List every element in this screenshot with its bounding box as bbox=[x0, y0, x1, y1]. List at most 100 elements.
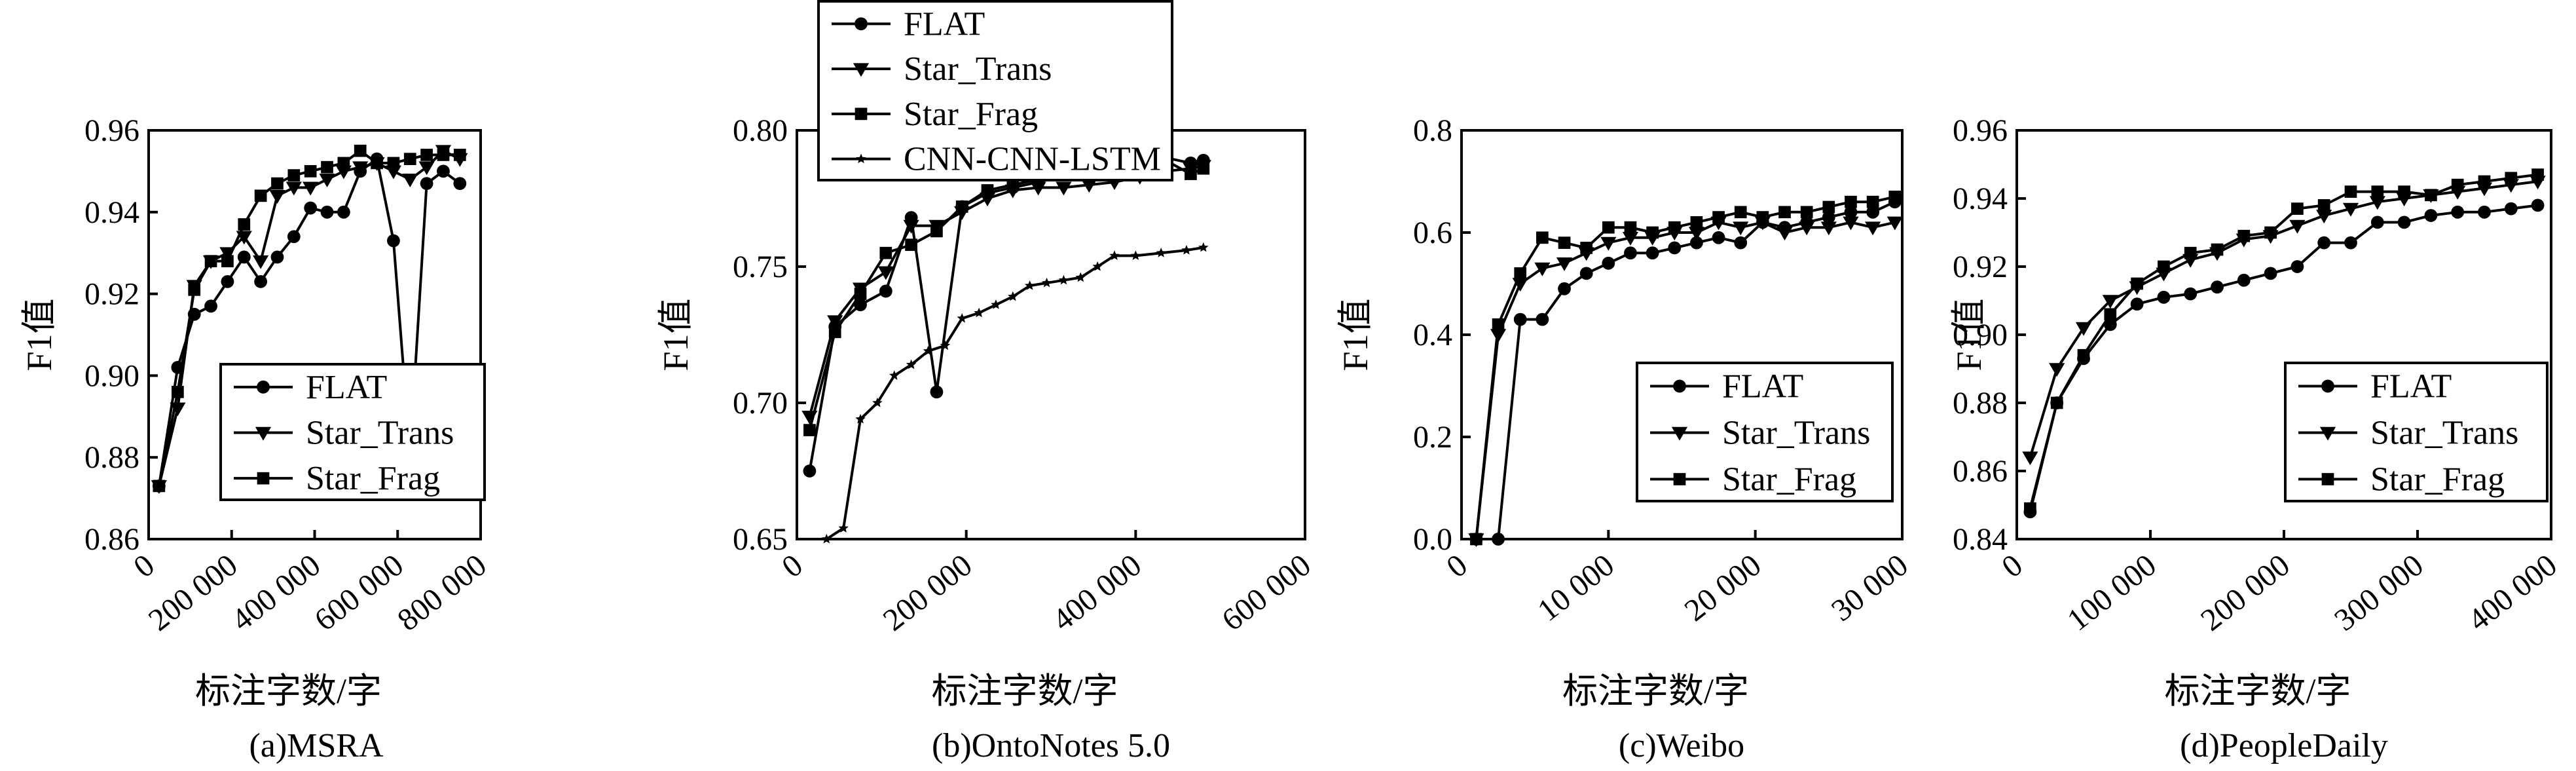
legend-label: Star_Trans bbox=[306, 415, 454, 452]
data-point bbox=[803, 464, 817, 478]
data-point bbox=[1056, 181, 1072, 196]
x-tick-label: 200 000 bbox=[877, 548, 979, 638]
data-point bbox=[957, 312, 967, 323]
legend: FLAT Star_Trans Star_Frag bbox=[1636, 362, 1894, 502]
data-point bbox=[2237, 229, 2251, 242]
x-tick-label: 10 000 bbox=[1531, 548, 1621, 628]
data-point bbox=[2344, 185, 2357, 198]
data-point bbox=[1668, 221, 1681, 234]
legend: FLAT Star_Trans Star_Frag CNN-CNN-LSTM bbox=[817, 0, 1173, 181]
data-point bbox=[2158, 260, 2170, 273]
data-point bbox=[1646, 226, 1659, 239]
data-point bbox=[2184, 287, 2198, 301]
data-point bbox=[2104, 308, 2117, 321]
data-point bbox=[320, 205, 334, 219]
data-point bbox=[838, 523, 849, 533]
data-point bbox=[1075, 272, 1086, 282]
x-tick-label: 20 000 bbox=[1678, 548, 1768, 628]
legend-label: Star_Trans bbox=[904, 50, 1052, 88]
series-line bbox=[808, 159, 1204, 431]
x-axis-label: 标注字数/字 bbox=[1562, 671, 1749, 711]
data-point bbox=[285, 181, 302, 196]
data-point bbox=[371, 157, 383, 170]
data-point bbox=[453, 149, 466, 161]
data-point bbox=[2317, 199, 2330, 212]
data-point bbox=[2316, 210, 2332, 224]
data-point bbox=[1734, 236, 1748, 250]
data-point bbox=[2370, 216, 2384, 229]
legend-marker bbox=[257, 380, 270, 394]
data-point bbox=[2425, 189, 2437, 202]
data-point bbox=[2211, 280, 2224, 294]
data-point bbox=[437, 149, 450, 161]
legend-marker bbox=[255, 426, 272, 441]
data-point bbox=[1534, 262, 1551, 276]
series-star-frag bbox=[2024, 168, 2544, 515]
data-point bbox=[1600, 236, 1617, 251]
y-tick-label: 0.75 bbox=[733, 250, 788, 284]
data-point bbox=[1513, 312, 1527, 326]
data-point bbox=[854, 288, 867, 300]
y-tick-label: 0.92 bbox=[1953, 250, 2008, 284]
data-point bbox=[304, 165, 317, 178]
data-point bbox=[1778, 206, 1791, 219]
data-point bbox=[2342, 202, 2359, 217]
data-point bbox=[1156, 248, 1166, 257]
data-point bbox=[420, 177, 433, 191]
data-point bbox=[2024, 502, 2036, 515]
data-point bbox=[1622, 232, 1639, 246]
x-tick-label: 600 000 bbox=[308, 548, 410, 638]
legend-marker bbox=[2321, 473, 2334, 485]
y-tick-label: 0.6 bbox=[1413, 216, 1452, 250]
legend-marker bbox=[1673, 379, 1686, 393]
y-tick-label: 0.86 bbox=[1953, 454, 2008, 489]
data-point bbox=[269, 190, 285, 204]
legend-marker bbox=[856, 153, 866, 164]
x-tick-label: 0 bbox=[127, 548, 161, 585]
data-point bbox=[1041, 277, 1052, 288]
data-point bbox=[2478, 175, 2491, 188]
y-tick-label: 0.90 bbox=[1953, 318, 2008, 352]
y-axis-label: F1值 bbox=[20, 298, 59, 371]
data-point bbox=[1799, 221, 1815, 236]
legend-label: FLAT bbox=[904, 5, 985, 43]
data-point bbox=[2022, 451, 2038, 466]
legend-marker bbox=[1671, 426, 1688, 441]
data-point bbox=[828, 326, 841, 339]
chart-panel-peopledaily: 0.84 0.86 0.88 0.90 0.92 0.94 0.96 0 100 000 200 … bbox=[1949, 113, 2564, 764]
data-point bbox=[204, 255, 217, 268]
data-point bbox=[1109, 250, 1120, 260]
x-tick-label: 600 000 bbox=[1215, 548, 1317, 638]
legend-label: FLAT bbox=[2370, 368, 2452, 405]
data-point bbox=[1776, 227, 1793, 241]
y-tick-label: 0.92 bbox=[84, 277, 139, 312]
data-point bbox=[923, 345, 934, 356]
series-star-frag bbox=[1470, 191, 1902, 546]
data-point bbox=[1536, 231, 1549, 244]
data-point bbox=[238, 218, 251, 231]
data-point bbox=[981, 184, 994, 197]
data-point bbox=[906, 359, 917, 369]
data-point bbox=[254, 274, 268, 288]
data-point bbox=[1866, 195, 1879, 208]
data-point bbox=[2049, 363, 2065, 377]
data-point bbox=[854, 298, 867, 312]
data-point bbox=[402, 174, 418, 187]
x-tick-label: 800 000 bbox=[391, 548, 493, 638]
data-point bbox=[1580, 242, 1593, 254]
x-tick-label: 200 000 bbox=[2194, 548, 2296, 638]
data-point bbox=[1181, 244, 1192, 255]
x-tick-label: 400 000 bbox=[2461, 548, 2564, 638]
x-tick-label: 0 bbox=[1995, 548, 2029, 585]
data-point bbox=[1690, 216, 1703, 229]
data-point bbox=[2077, 348, 2090, 362]
data-point bbox=[2157, 290, 2171, 304]
data-point bbox=[955, 200, 968, 213]
data-point bbox=[2264, 226, 2277, 239]
data-point bbox=[2505, 172, 2518, 185]
data-point bbox=[254, 189, 267, 202]
y-tick-label: 0.84 bbox=[1953, 522, 2008, 557]
data-point bbox=[1536, 312, 1549, 326]
data-point bbox=[877, 266, 894, 280]
data-point bbox=[991, 299, 1001, 309]
